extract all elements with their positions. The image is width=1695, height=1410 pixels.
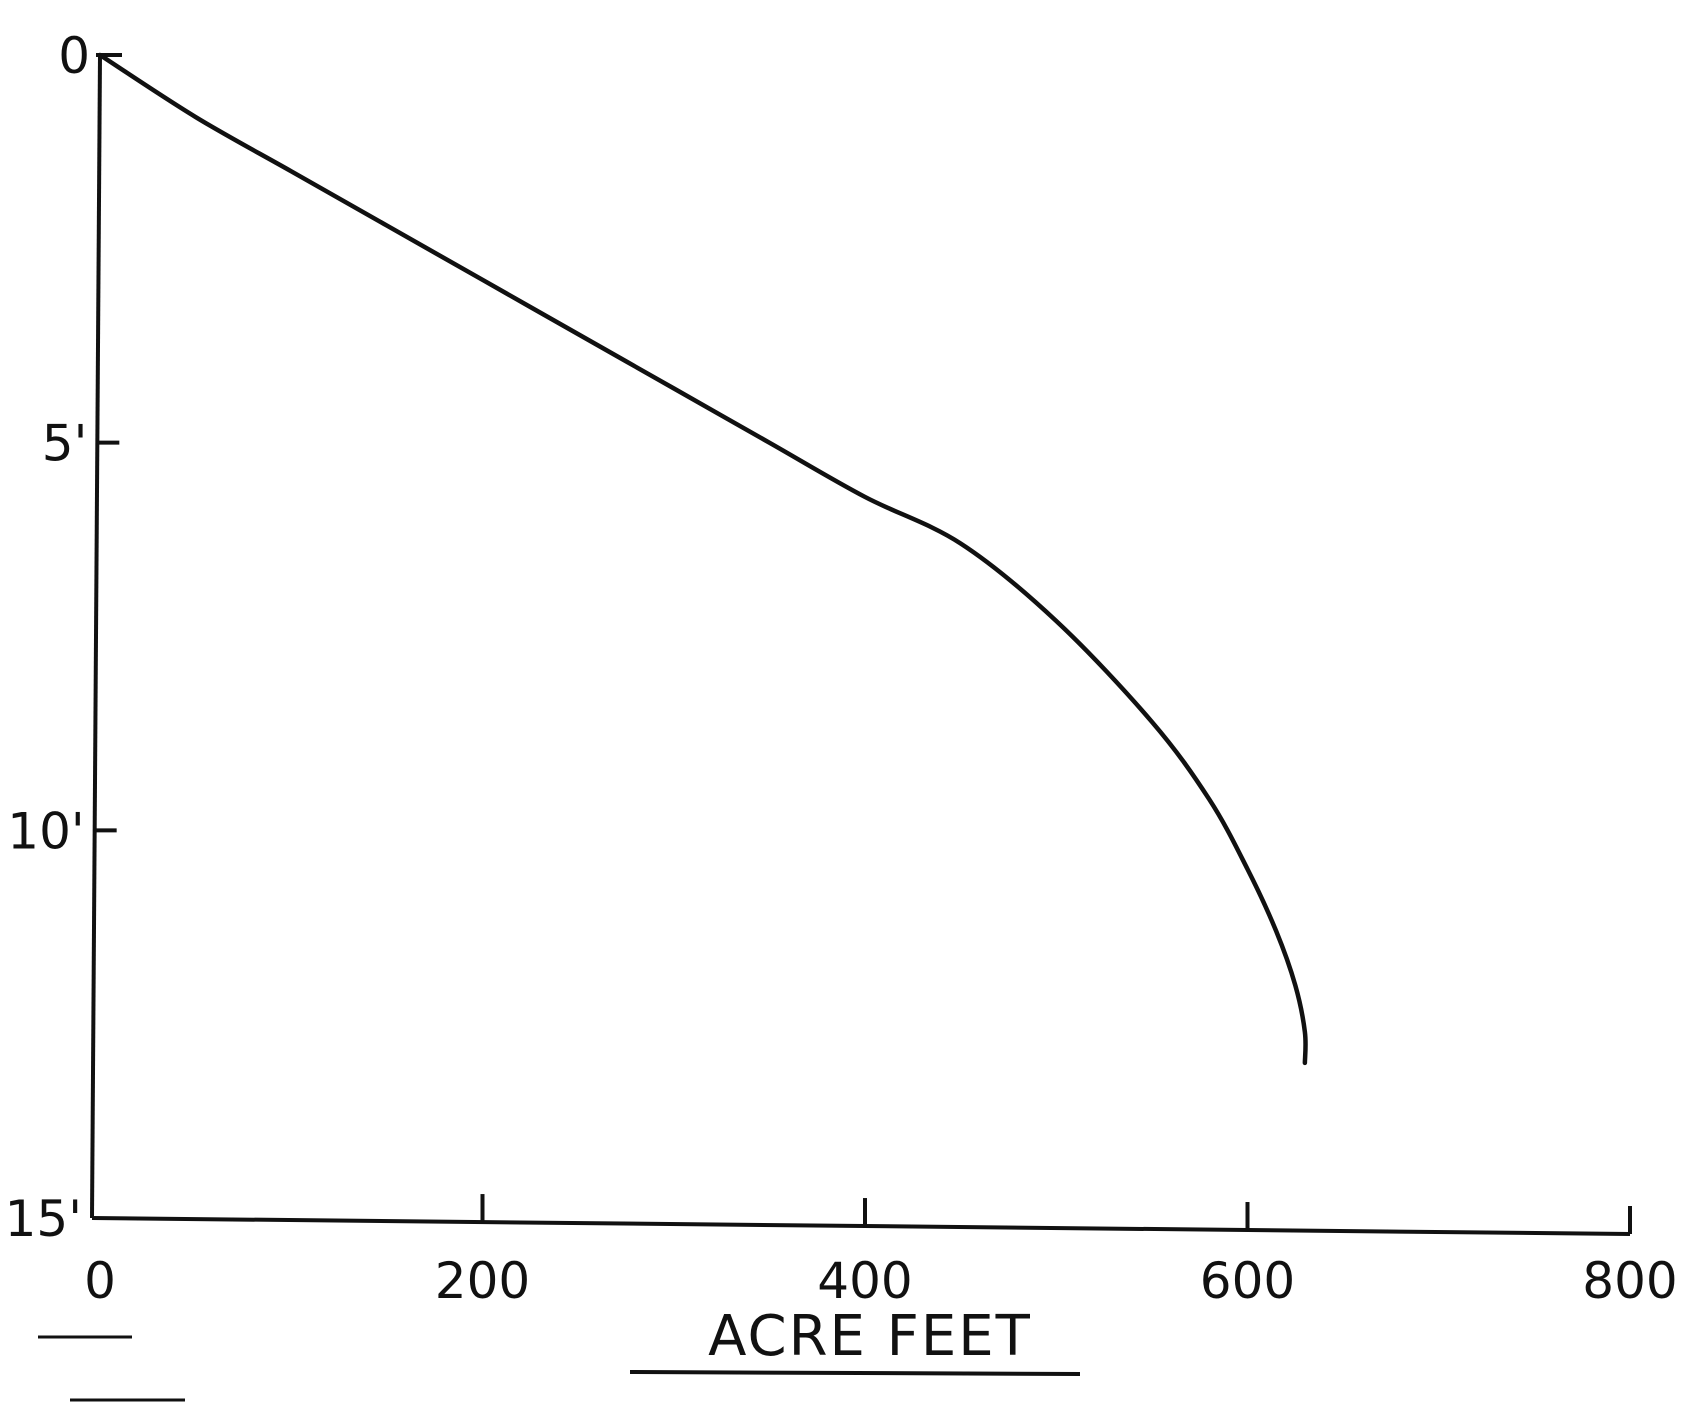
x-tick-label: 800	[1582, 1252, 1677, 1310]
y-tick-label: 0	[58, 27, 90, 85]
y-tick-label: 10'	[7, 802, 84, 860]
x-tick-label: 400	[817, 1252, 912, 1310]
series-line-0	[97, 52, 1308, 1066]
chart-series	[97, 52, 1308, 1066]
x-tick-label: 0	[84, 1252, 116, 1310]
x-axis-title-underline	[629, 1370, 1081, 1376]
x-tick-label: 200	[435, 1252, 530, 1310]
y-tick-label: 5'	[42, 415, 88, 473]
chart-tick-labels: 0 200 400 600 800 0 5' 10' 15'	[5, 27, 1678, 1310]
chart-ticks	[94, 53, 1632, 1234]
x-axis-title: ACRE FEET	[708, 1304, 1032, 1369]
chart-axes	[90, 54, 1631, 1236]
y-axis-line	[90, 54, 102, 1219]
y-tick-label: 15'	[5, 1190, 82, 1248]
x-axis-line	[91, 1216, 1631, 1236]
x-tick-label: 600	[1200, 1252, 1295, 1310]
